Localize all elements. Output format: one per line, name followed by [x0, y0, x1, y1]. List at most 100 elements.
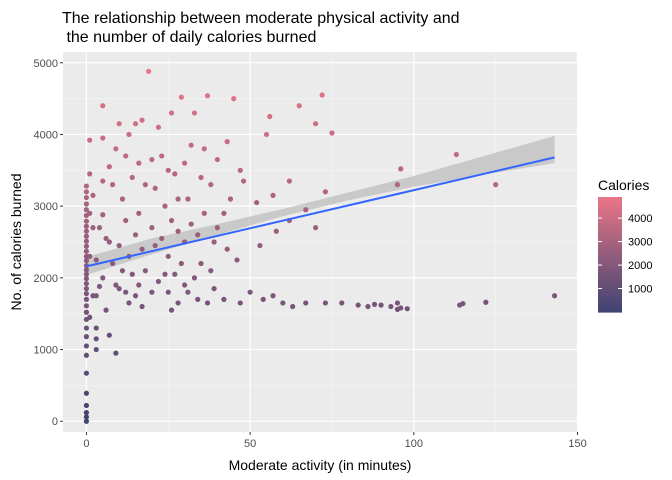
legend-colorbar-segment	[598, 263, 622, 267]
legend-colorbar-segment	[598, 254, 622, 258]
data-point	[87, 314, 93, 320]
data-point	[83, 258, 90, 264]
data-point	[119, 268, 126, 274]
data-point	[267, 113, 273, 120]
data-point	[83, 223, 90, 229]
data-point	[149, 225, 155, 231]
legend-colorbar-segment	[598, 289, 622, 293]
data-point	[211, 239, 217, 245]
data-point	[227, 196, 234, 202]
data-point	[224, 139, 230, 145]
data-point	[83, 243, 90, 249]
data-point	[303, 300, 309, 306]
data-point	[100, 103, 106, 109]
data-point	[178, 260, 184, 267]
data-point	[155, 124, 162, 130]
legend-label: 3000	[628, 237, 652, 249]
data-point	[93, 325, 99, 331]
data-point	[149, 289, 155, 295]
data-point	[191, 110, 198, 116]
data-point	[231, 96, 237, 102]
legend-colorbar-segment	[598, 237, 622, 241]
data-point	[93, 346, 99, 353]
data-point	[185, 289, 191, 295]
data-point	[123, 217, 129, 224]
data-point	[152, 185, 158, 191]
legend-title: Calories	[598, 177, 649, 193]
data-point	[240, 178, 247, 184]
data-point	[93, 257, 99, 263]
legend-colorbar-segment	[598, 245, 622, 250]
legend-colorbar	[598, 197, 622, 313]
data-point	[100, 212, 106, 218]
legend-colorbar-segment	[598, 274, 622, 279]
legend-colorbar-segment	[598, 202, 622, 207]
data-point	[113, 282, 119, 288]
data-point	[214, 156, 220, 163]
data-point	[286, 178, 292, 184]
data-point	[83, 207, 90, 213]
grid-major	[63, 52, 579, 432]
legend-colorbar-segment	[598, 297, 622, 302]
data-point	[168, 217, 175, 224]
legend-colorbar-segment	[598, 286, 622, 290]
data-point	[116, 242, 122, 249]
data-point	[394, 182, 401, 188]
data-point	[93, 293, 99, 299]
data-point	[139, 117, 145, 123]
data-point	[83, 291, 90, 297]
y-axis: 0 1000 2000 3000 4000 5000	[34, 58, 63, 428]
data-point	[139, 303, 145, 310]
data-point	[322, 189, 329, 195]
data-point	[398, 305, 404, 311]
legend-label: 2000	[628, 260, 652, 272]
legend-colorbar-segment	[598, 217, 622, 221]
legend-colorbar-segment	[598, 251, 622, 256]
data-point	[162, 203, 168, 209]
data-point	[198, 174, 204, 181]
legend-colorbar-segment	[598, 228, 622, 233]
legend-colorbar-segment	[598, 199, 622, 204]
data-point	[165, 167, 171, 173]
data-point	[188, 221, 194, 227]
legend-colorbar-segment	[598, 205, 622, 210]
data-point	[132, 232, 139, 238]
data-point	[453, 151, 459, 158]
y-tick-label: 4000	[34, 129, 58, 141]
data-point	[83, 233, 90, 239]
y-axis-title: No. of calories burned	[8, 174, 24, 311]
data-point	[191, 275, 198, 281]
data-point	[290, 303, 296, 310]
data-point	[132, 293, 139, 299]
data-point	[87, 137, 93, 143]
data-point	[394, 300, 401, 306]
data-point	[329, 130, 335, 136]
regression-line	[86, 156, 555, 268]
data-point	[106, 332, 112, 338]
data-point	[83, 296, 90, 302]
data-point	[83, 248, 90, 254]
data-point	[149, 156, 155, 163]
legend-colorbar-segment	[598, 291, 622, 296]
data-point	[280, 300, 286, 306]
data-point	[83, 275, 90, 282]
data-point	[83, 271, 90, 277]
legend-colorbar-segment	[598, 231, 622, 235]
data-point	[83, 309, 90, 315]
data-point	[319, 92, 325, 98]
data-point	[204, 93, 211, 99]
data-point	[237, 300, 243, 306]
data-point	[83, 280, 90, 287]
legend-colorbar-segment	[598, 220, 622, 224]
data-point	[159, 235, 165, 242]
confidence-band	[86, 135, 555, 275]
data-point	[87, 171, 93, 177]
data-point	[87, 210, 93, 216]
data-point	[83, 194, 90, 201]
data-point	[113, 146, 119, 152]
legend-colorbar-segment	[598, 309, 622, 313]
data-point	[116, 286, 122, 292]
x-tick-label: 0	[83, 438, 89, 450]
data-point	[90, 225, 96, 231]
